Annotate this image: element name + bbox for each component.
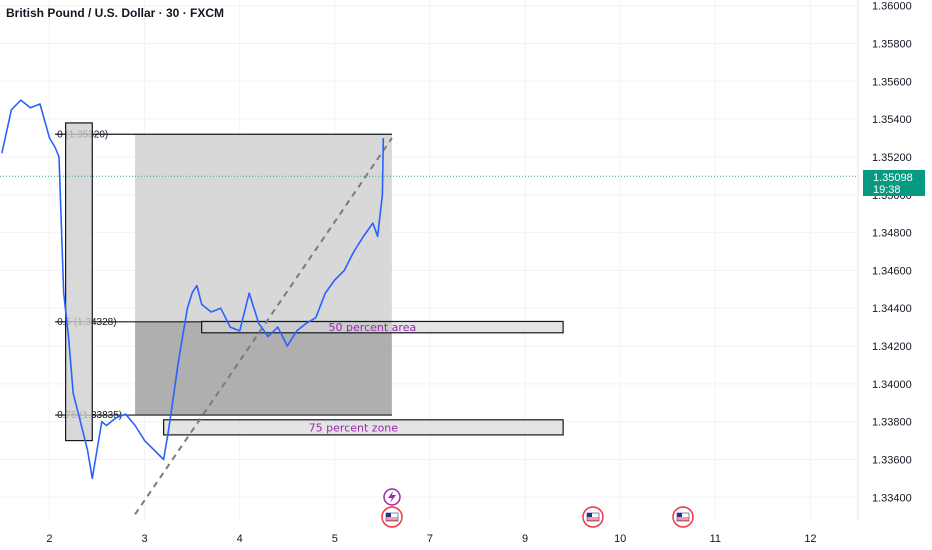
y-tick-label: 1.34400 bbox=[872, 303, 912, 315]
fib-box-upper bbox=[135, 134, 392, 322]
y-tick-label: 1.35400 bbox=[872, 114, 912, 126]
us-flag-icon bbox=[677, 513, 682, 517]
y-tick-label: 1.34600 bbox=[872, 265, 912, 277]
price-series-line bbox=[1, 99, 385, 480]
y-tick-label: 1.33400 bbox=[872, 492, 912, 504]
y-tick-label: 1.35800 bbox=[872, 38, 912, 50]
x-tick-label: 10 bbox=[614, 533, 626, 545]
current-price-badge: 1.35098 19:38 bbox=[863, 170, 925, 196]
y-tick-label: 1.34000 bbox=[872, 379, 912, 391]
x-tick-label: 9 bbox=[522, 533, 528, 545]
trend-line bbox=[134, 137, 393, 515]
x-tick-label: 2 bbox=[46, 533, 52, 545]
y-tick-label: 1.35600 bbox=[872, 76, 912, 88]
price-axis-panel[interactable] bbox=[858, 0, 932, 550]
x-tick-label: 12 bbox=[804, 533, 816, 545]
x-tick-label: 4 bbox=[237, 533, 243, 545]
zone-label: 75 percent zone bbox=[309, 421, 399, 434]
bar-countdown: 19:38 bbox=[873, 184, 901, 196]
marker-box bbox=[65, 122, 93, 442]
zone-label: 50 percent area bbox=[329, 321, 417, 334]
x-tick-label: 3 bbox=[142, 533, 148, 545]
x-tick-label: 11 bbox=[710, 533, 721, 545]
chart-title: British Pound / U.S. Dollar · 30 · FXCM bbox=[6, 6, 225, 20]
zone-box[interactable] bbox=[201, 320, 564, 334]
current-price-value: 1.35098 bbox=[873, 172, 913, 184]
x-tick-label: 7 bbox=[427, 533, 433, 545]
y-tick-label: 1.36000 bbox=[872, 1, 912, 13]
x-tick-label: 5 bbox=[332, 533, 338, 545]
y-tick-label: 1.34800 bbox=[872, 228, 912, 240]
y-tick-label: 1.33800 bbox=[872, 417, 912, 429]
us-flag-icon bbox=[386, 513, 391, 517]
lightning-event-icon bbox=[388, 491, 396, 503]
us-flag-icon bbox=[587, 513, 592, 517]
y-tick-label: 1.35200 bbox=[872, 152, 912, 164]
y-tick-label: 1.33600 bbox=[872, 454, 912, 466]
y-tick-label: 1.34200 bbox=[872, 341, 912, 353]
zone-box[interactable] bbox=[163, 419, 564, 436]
